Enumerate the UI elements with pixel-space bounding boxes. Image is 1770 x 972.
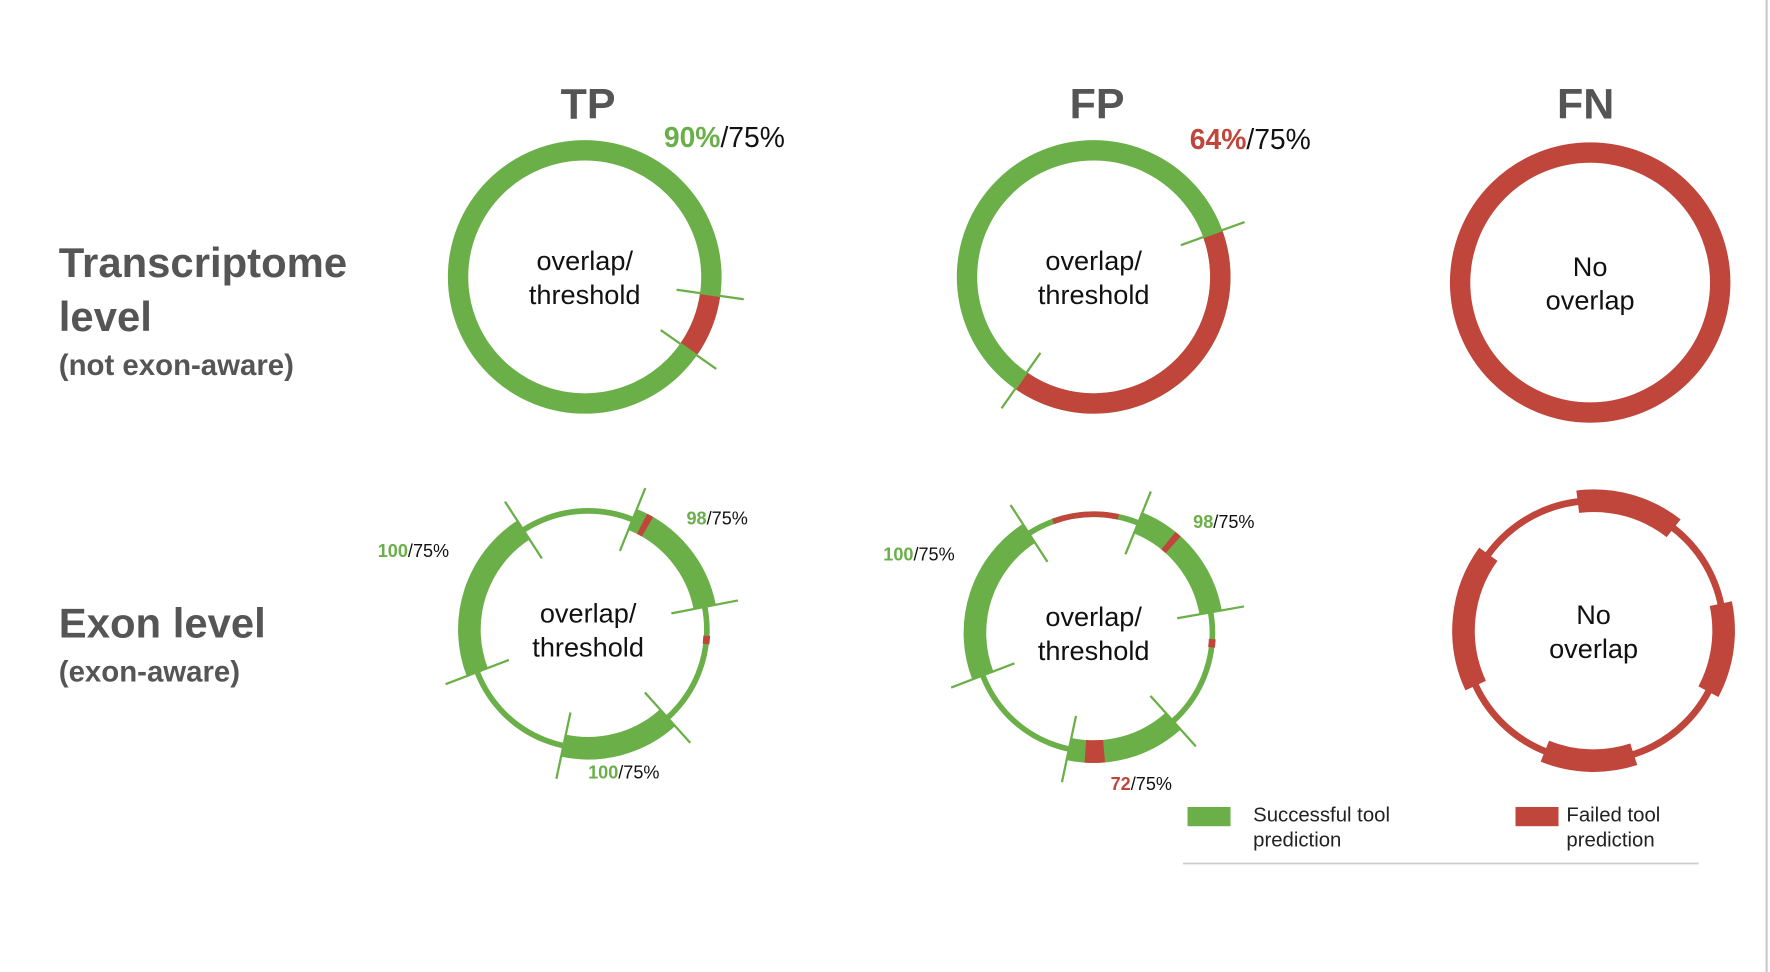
ratio-threshold: /75%: [707, 508, 748, 528]
boundary-tick: [1149, 695, 1197, 748]
center-label: No: [1573, 251, 1608, 282]
boundary-tick: [445, 658, 510, 686]
legend-label: Failed tool: [1566, 805, 1660, 827]
legend-label: prediction: [1253, 830, 1341, 852]
legend-swatch: [1187, 806, 1231, 827]
ratio-label: 98/75%: [687, 508, 748, 528]
center-label: overlap/: [540, 598, 637, 629]
ratio-score: 72: [1111, 774, 1131, 794]
column-header: FP: [1070, 81, 1125, 129]
center-label: overlap: [1546, 285, 1635, 316]
ratio-score: 98: [1193, 512, 1213, 532]
ring-arc: [1161, 531, 1181, 554]
boundary-tick: [1000, 352, 1042, 410]
row-title: level: [59, 293, 152, 340]
ratio-threshold: /75%: [408, 541, 449, 561]
center-label: overlap/: [536, 245, 633, 276]
ratio-score: 100: [588, 763, 618, 783]
ring-arc: [1015, 230, 1231, 414]
ratio-threshold: /75%: [1246, 123, 1310, 155]
boundary-tick: [950, 662, 1015, 689]
center-label: No: [1576, 599, 1611, 630]
ratio-threshold: /75%: [1131, 774, 1172, 794]
ring: [447, 140, 722, 414]
ring-arc: [458, 520, 530, 677]
row-subtitle: (not exon-aware): [59, 349, 294, 382]
row-title: Exon level: [59, 599, 266, 646]
column-header: FN: [1557, 81, 1614, 129]
ring-arc: [1133, 512, 1222, 615]
ratio-label: 98/75%: [1193, 512, 1254, 532]
ring: [1460, 497, 1728, 765]
ring-arc: [679, 292, 721, 356]
ratio-label: 100/75%: [378, 541, 449, 561]
ratio-score: 100: [883, 545, 913, 565]
boundary-tick: [618, 487, 647, 552]
boundary-tick: [1124, 491, 1152, 555]
ratio-score: 100: [378, 541, 408, 561]
column-header: TP: [561, 81, 616, 129]
ratio-label: 90%/75%: [664, 121, 785, 153]
ring: [1449, 142, 1731, 423]
center-label: threshold: [529, 279, 641, 310]
ring-arc: [1452, 547, 1498, 691]
ring-arc: [1576, 489, 1681, 538]
ratio-threshold: /75%: [913, 545, 954, 565]
ring-arc: [1066, 712, 1181, 763]
ratio-label: 64%/75%: [1190, 123, 1311, 155]
row-subtitle: (exon-aware): [59, 656, 240, 689]
boundary-tick: [1009, 504, 1049, 563]
ratio-label: 100/75%: [588, 763, 659, 783]
center-label: threshold: [1038, 279, 1150, 310]
center-label: overlap/: [1045, 601, 1142, 632]
legend-label: prediction: [1566, 830, 1654, 852]
boundary-tick: [644, 691, 692, 744]
ratio-label: 72/75%: [1111, 774, 1172, 794]
ring-arc: [1208, 638, 1216, 648]
ring-arc: [1052, 511, 1119, 525]
boundary-tick: [555, 712, 572, 780]
center-label: threshold: [1038, 635, 1150, 666]
ring-arc: [963, 523, 1036, 680]
center-label: overlap: [1549, 633, 1638, 664]
boundary-tick: [1060, 715, 1078, 783]
boundary-tick: [660, 329, 717, 370]
ratio-threshold: /75%: [1213, 512, 1254, 532]
row-title: Transcriptome: [59, 239, 347, 286]
ratio-threshold: /75%: [720, 121, 784, 153]
ratio-label: 100/75%: [883, 545, 954, 565]
ratio-score: 64%: [1190, 123, 1247, 155]
boundary-tick: [671, 599, 739, 615]
ring-arc: [636, 513, 654, 537]
ring-arc: [1698, 601, 1735, 697]
center-label: threshold: [532, 632, 644, 663]
legend-swatch: [1515, 806, 1559, 827]
boundary-tick: [504, 500, 543, 560]
boundary-tick: [1177, 605, 1245, 620]
ring-arc: [702, 635, 711, 645]
boundary-tick: [1180, 220, 1245, 247]
ring-arc: [1540, 740, 1638, 772]
ratio-threshold: /75%: [618, 763, 659, 783]
ring-arc: [561, 709, 676, 760]
ratio-score: 90%: [664, 121, 721, 153]
legend-label: Successful tool: [1253, 805, 1390, 827]
ratio-score: 98: [687, 508, 707, 528]
center-label: overlap/: [1045, 245, 1142, 276]
boundary-tick: [676, 288, 744, 301]
